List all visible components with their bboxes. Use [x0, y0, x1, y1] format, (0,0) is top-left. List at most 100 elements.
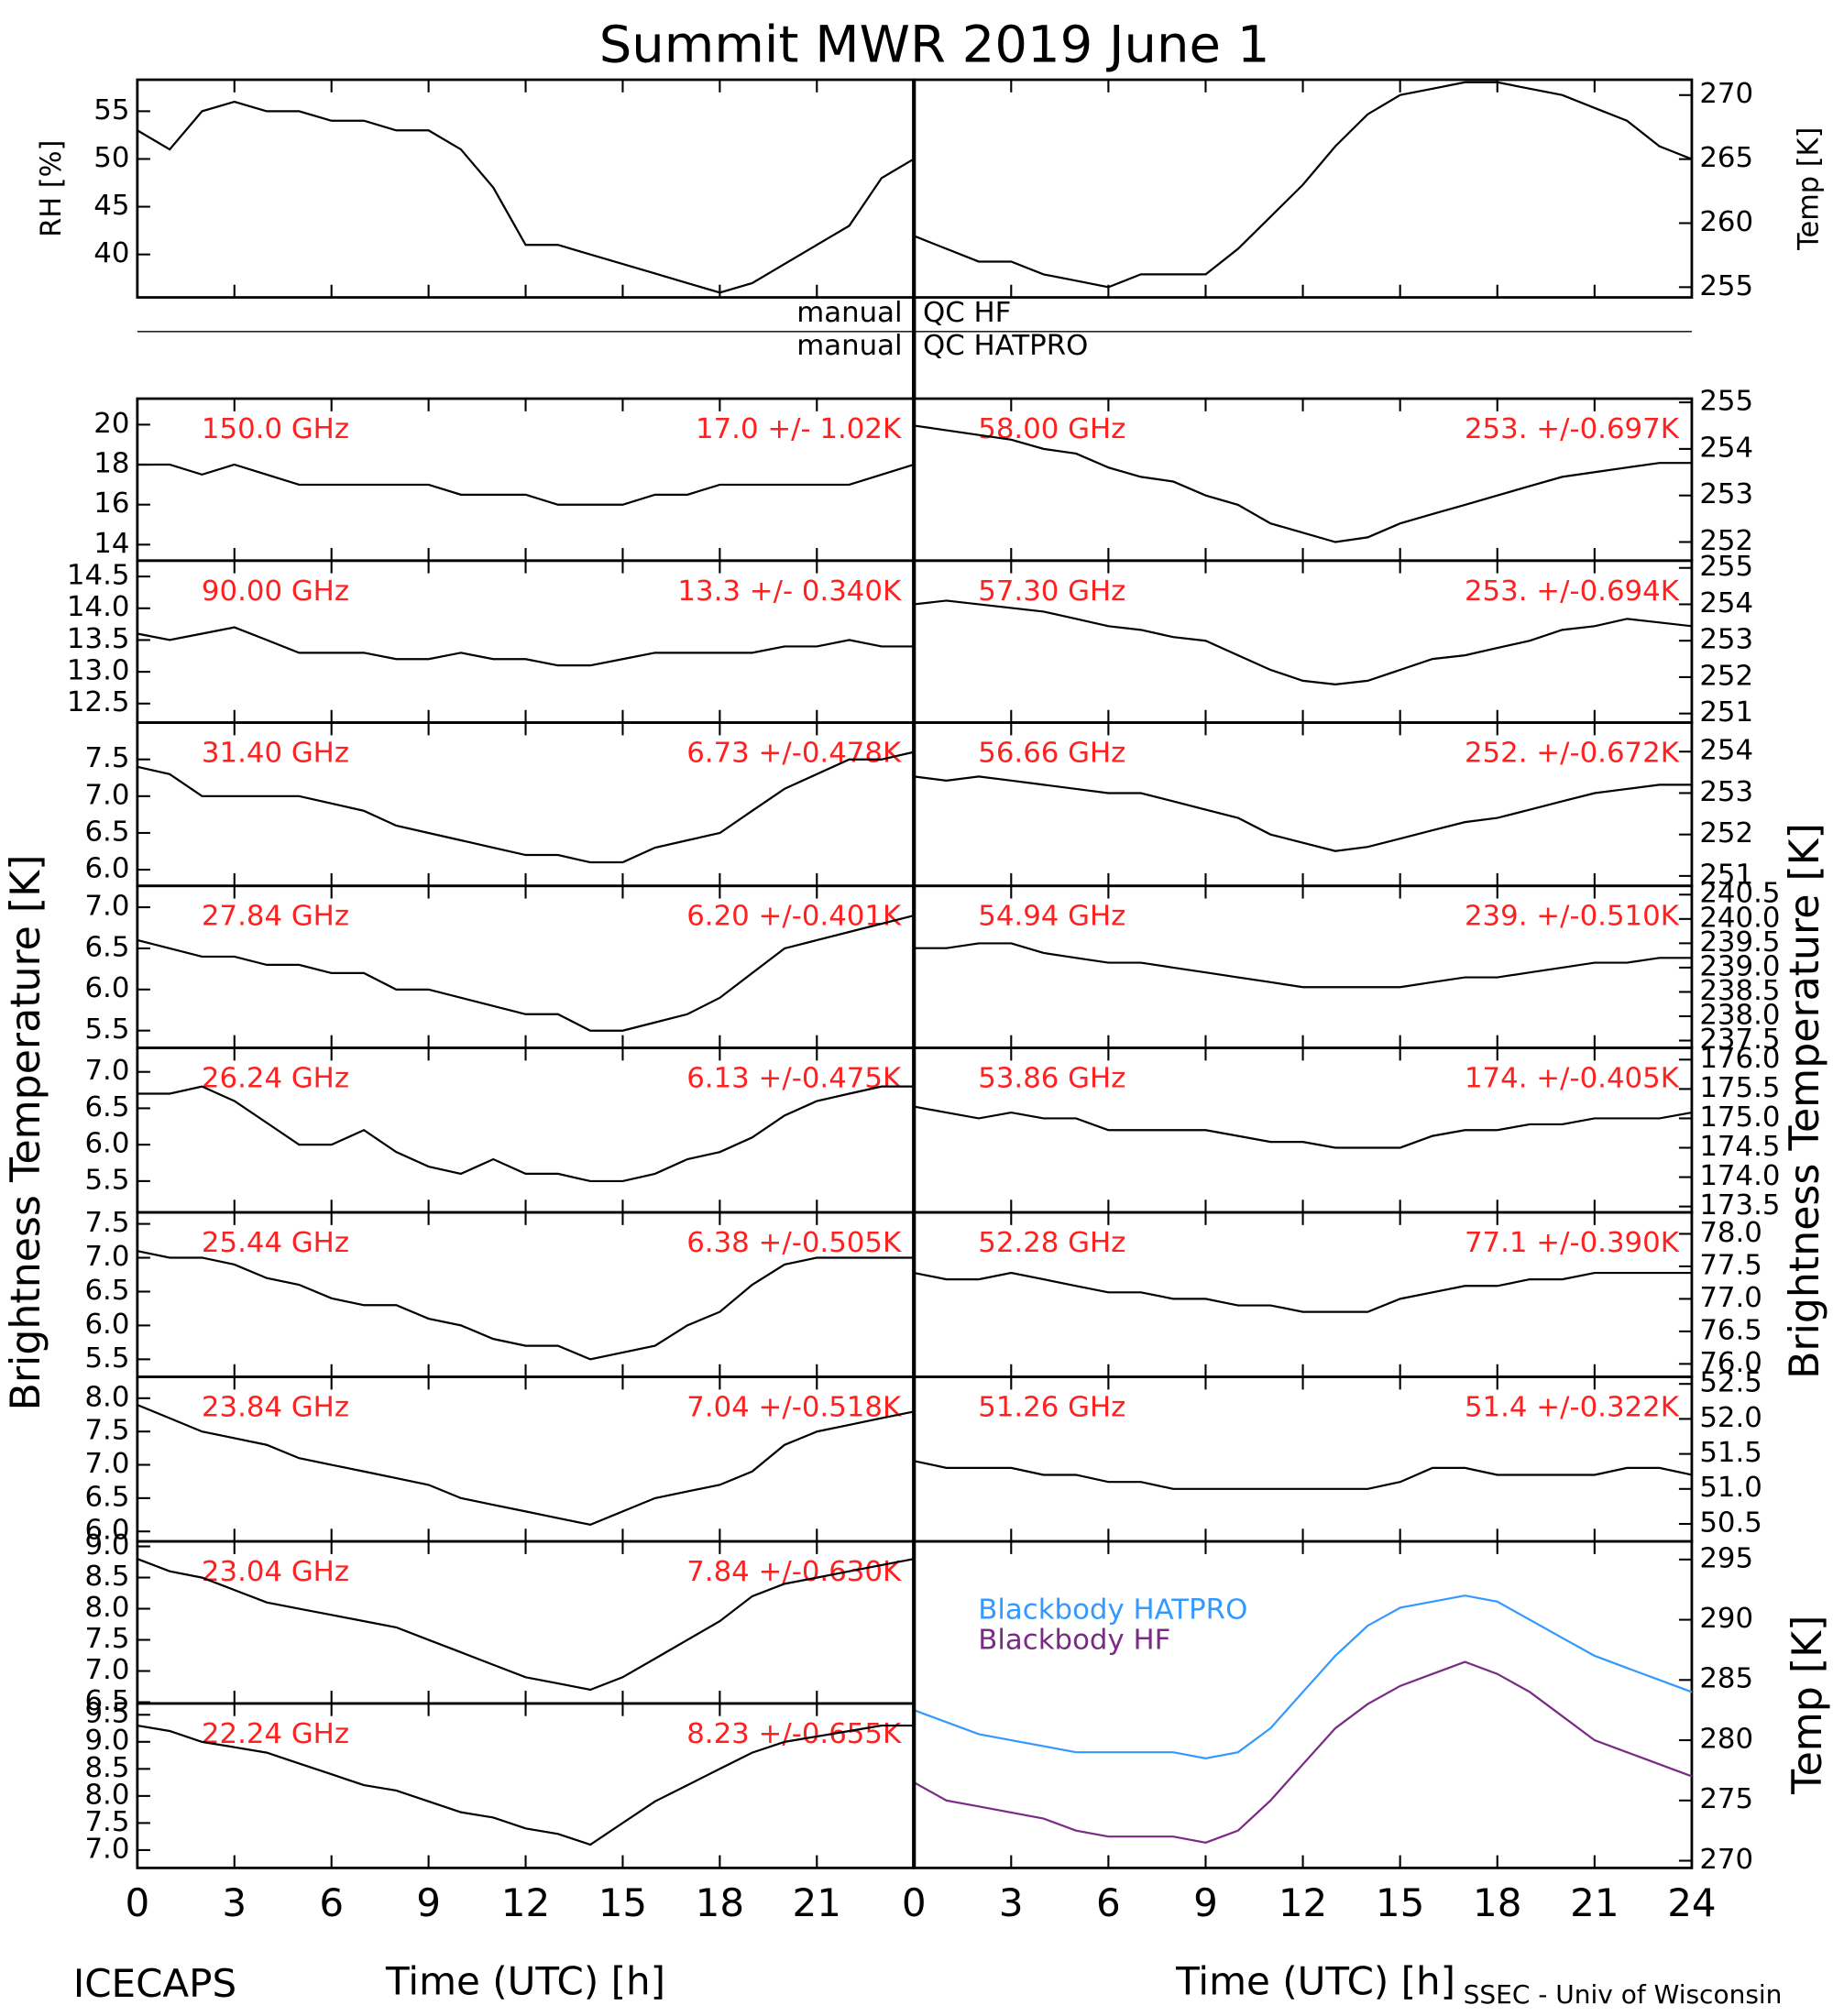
y-tick-label: 77.5 [1699, 1250, 1762, 1282]
y-tick-label: 173.5 [1699, 1189, 1780, 1222]
y-tick-label: 7.5 [84, 1415, 129, 1447]
y-axis-label: Brightness Temperature [K] [1782, 823, 1828, 1379]
channel-stats: 17.0 +/- 1.02K [696, 413, 902, 445]
channel-label: 54.94 GHz [978, 901, 1125, 933]
data-line [913, 1594, 1693, 1759]
y-tick-label: 239.5 [1699, 926, 1780, 959]
channel-label: 52.28 GHz [978, 1227, 1125, 1259]
channel-label: 27.84 GHz [202, 901, 349, 933]
channel-stats: 7.84 +/-0.630K [686, 1556, 902, 1588]
x-tick-label: 15 [1376, 1880, 1424, 1925]
y-tick-label: 8.5 [84, 1561, 129, 1593]
data-line [137, 100, 915, 294]
y-tick-label: 7.0 [84, 1241, 129, 1273]
y-tick-label: 6.5 [84, 932, 129, 964]
y-tick-label: 5.5 [84, 1342, 129, 1375]
y-tick-label: 6.5 [84, 1275, 129, 1307]
channel-label: 26.24 GHz [202, 1063, 349, 1095]
y-tick-label: 6.0 [84, 1309, 129, 1341]
qc-label: manual [796, 297, 902, 329]
data-line [914, 775, 1692, 852]
y-tick-label: 76.0 [1699, 1347, 1762, 1379]
y-tick-label: 9.5 [84, 1698, 129, 1730]
channel-stats: 51.4 +/-0.322K [1465, 1392, 1680, 1424]
legend-entry: Blackbody HF [978, 1625, 1170, 1657]
y-tick-label: 254 [1699, 587, 1753, 619]
y-tick-label: 7.0 [84, 1448, 129, 1480]
y-tick-label: 7.5 [84, 742, 129, 774]
data-line [914, 424, 1692, 543]
data-line [913, 1105, 1693, 1149]
y-tick-label: 270 [1699, 1844, 1753, 1876]
channel-stats: 7.04 +/-0.518K [686, 1392, 902, 1424]
channel-label: 90.00 GHz [202, 575, 349, 608]
y-tick-label: 45 [93, 190, 129, 222]
data-line [913, 1271, 1692, 1313]
channel-stats: 77.1 +/-0.390K [1465, 1227, 1680, 1259]
channel-stats: 6.73 +/-0.478K [686, 738, 902, 770]
y-tick-label: 55 [93, 94, 129, 126]
y-tick-label: 175.5 [1699, 1072, 1780, 1104]
channel-stats: 239. +/-0.510K [1465, 901, 1680, 933]
y-tick-label: 240.5 [1699, 878, 1780, 910]
x-tick-label: 12 [501, 1880, 550, 1925]
channel-label: 25.44 GHz [202, 1227, 349, 1259]
y-tick-label: 252 [1699, 525, 1753, 557]
y-tick-label: 7.0 [84, 1055, 129, 1087]
qc-label: QC HF [923, 297, 1011, 329]
y-axis-label: Brightness Temperature [K] [3, 855, 49, 1411]
y-tick-label: 14.5 [67, 560, 130, 592]
y-tick-label: 52.5 [1699, 1367, 1762, 1399]
y-tick-label: 280 [1699, 1724, 1753, 1756]
y-tick-label: 50.5 [1699, 1507, 1762, 1539]
channel-label: 51.26 GHz [978, 1392, 1125, 1424]
y-tick-label: 20 [93, 408, 129, 440]
data-line [913, 81, 1693, 289]
data-line [137, 626, 915, 667]
x-tick-label: 6 [1096, 1880, 1121, 1925]
y-tick-label: 5.5 [84, 1165, 129, 1197]
data-line [137, 1085, 915, 1183]
x-tick-label: 12 [1279, 1880, 1327, 1925]
data-line [913, 1460, 1693, 1490]
data-line [137, 1558, 915, 1692]
y-tick-label: 14 [93, 528, 129, 560]
y-tick-label: 240.0 [1699, 902, 1780, 934]
y-tick-label: 9.0 [84, 1725, 129, 1757]
y-tick-label: 8.0 [84, 1381, 129, 1413]
y-tick-label: 50 [93, 142, 129, 174]
x-tick-label: 18 [696, 1880, 744, 1925]
y-tick-label: 8.0 [84, 1780, 129, 1812]
y-tick-label: 6.0 [84, 972, 129, 1004]
y-tick-label: 7.0 [84, 1654, 129, 1686]
y-tick-label: 6.0 [84, 853, 129, 885]
y-tick-label: 77.0 [1699, 1282, 1762, 1314]
y-tick-label: 253 [1699, 624, 1753, 656]
y-tick-label: 270 [1699, 78, 1753, 110]
y-tick-label: 52.0 [1699, 1402, 1762, 1434]
y-tick-label: 6.0 [84, 1515, 129, 1547]
y-tick-label: 238.5 [1699, 975, 1780, 1007]
y-tick-label: 7.0 [84, 1834, 129, 1866]
x-tick-label: 6 [319, 1880, 344, 1925]
y-tick-label: 14.0 [67, 591, 130, 623]
y-tick-label: 253 [1699, 776, 1753, 808]
channel-stats: 174. +/-0.405K [1465, 1063, 1680, 1095]
y-tick-label: 13.0 [67, 655, 130, 687]
x-tick-label: 9 [416, 1880, 441, 1925]
y-tick-label: 40 [93, 237, 129, 269]
qc-label: manual [796, 330, 902, 362]
chart-title: Summit MWR 2019 June 1 [599, 16, 1270, 75]
y-tick-label: 255 [1699, 386, 1753, 418]
y-tick-label: 252 [1699, 817, 1753, 849]
y-tick-label: 16 [93, 488, 129, 520]
y-tick-label: 254 [1699, 433, 1753, 465]
y-tick-label: 7.5 [84, 1806, 129, 1838]
channel-label: 53.86 GHz [978, 1063, 1125, 1095]
y-tick-label: 285 [1699, 1663, 1753, 1695]
x-tick-label: 3 [222, 1880, 247, 1925]
y-tick-label: 238.0 [1699, 1000, 1780, 1032]
channel-label: 57.30 GHz [978, 575, 1125, 608]
